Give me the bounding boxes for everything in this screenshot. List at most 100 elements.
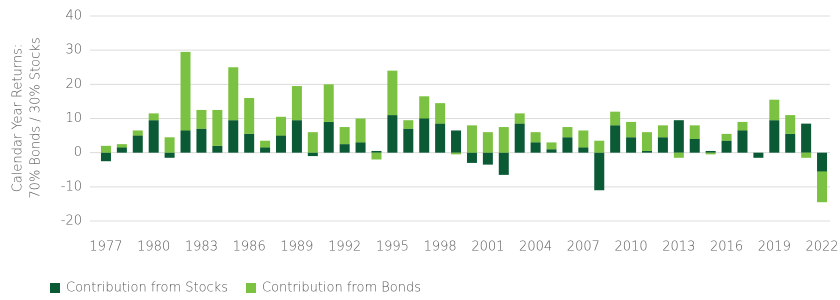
x-tick-label: 1998: [424, 240, 457, 255]
bar-segment: [642, 150, 652, 153]
bar-segment: [403, 128, 414, 153]
bar-segment: [514, 113, 525, 124]
x-tick-label: 1980: [137, 240, 170, 255]
bar-segment: [339, 127, 350, 145]
y-axis-label: 70% Bonds / 30% Stocks: [29, 37, 44, 198]
bar-segment: [212, 109, 223, 146]
bar-segment: [180, 130, 191, 153]
bar-segment: [116, 147, 127, 153]
bar-segment: [657, 125, 668, 138]
bar-segment: [530, 132, 541, 143]
bar-segment: [498, 127, 509, 153]
y-tick-label: 10: [65, 111, 82, 126]
bar-segment: [435, 103, 446, 124]
y-tick-label: 30: [65, 43, 82, 58]
bar-segment: [546, 149, 557, 153]
bar-segment: [355, 118, 366, 143]
bar-segment: [610, 125, 621, 153]
bar-segment: [785, 133, 796, 153]
x-tick-label: 1989: [280, 240, 313, 255]
bar-segment: [705, 152, 716, 155]
bar-segment: [801, 152, 812, 158]
bar-segment: [562, 127, 573, 138]
bar-segment: [466, 152, 477, 163]
bar-segment: [562, 137, 573, 153]
bar-segment: [403, 120, 414, 129]
bar-segment: [530, 142, 541, 153]
bar-segment: [753, 152, 764, 158]
bar-segment: [100, 145, 111, 153]
bar-segment: [148, 113, 159, 121]
bar-segment: [196, 128, 207, 153]
bar-segment: [642, 132, 652, 151]
bar-segment: [419, 96, 430, 119]
x-tick-label: 2001: [471, 240, 504, 255]
bar-segment: [419, 118, 430, 153]
bar-segment: [355, 142, 366, 153]
bar-segment: [705, 150, 716, 153]
bar-segment: [180, 51, 191, 131]
bar-segment: [387, 70, 398, 116]
bar-segment: [817, 152, 828, 172]
y-tick-label: -10: [61, 179, 82, 194]
bar-segment: [451, 152, 462, 155]
x-tick-label: 1986: [233, 240, 266, 255]
bar-segment: [307, 152, 318, 157]
bar-segment: [578, 130, 589, 148]
bar-segment: [307, 132, 318, 153]
bar-segment: [244, 98, 255, 134]
bar-segment: [260, 147, 271, 153]
bar-segment: [578, 147, 589, 153]
bar-segment: [276, 135, 286, 153]
bar-segment: [371, 150, 382, 153]
bar-segment: [323, 121, 334, 153]
bar-segment: [196, 109, 207, 129]
bar-segment: [132, 130, 143, 136]
bar-segment: [228, 67, 239, 121]
bar-segment: [626, 121, 637, 138]
bar-segment: [785, 115, 796, 134]
bar-segment: [339, 144, 350, 153]
bar-segment: [546, 142, 557, 150]
bar-segment: [212, 145, 223, 153]
bar-segment: [260, 140, 271, 148]
bar-segment: [276, 116, 286, 136]
bar-segment: [482, 152, 493, 165]
x-tick-label: 2019: [758, 240, 791, 255]
bar-segment: [673, 120, 684, 153]
bar-segment: [291, 120, 302, 153]
legend-swatch: [246, 283, 256, 293]
bar-segment: [132, 135, 143, 153]
legend-swatch: [50, 283, 60, 293]
legend-label: Contribution from Bonds: [262, 281, 421, 296]
bar-segment: [116, 144, 127, 148]
bar-segment: [498, 152, 509, 175]
x-tick-label: 2004: [519, 240, 552, 255]
y-tick-label: 40: [65, 9, 82, 24]
bar-segment: [657, 137, 668, 153]
bar-segment: [323, 84, 334, 122]
bar-segment: [721, 133, 732, 141]
bar-segment: [721, 140, 732, 153]
bar-segment: [435, 123, 446, 153]
x-tick-label: 1977: [89, 240, 122, 255]
x-tick-label: 2010: [615, 240, 648, 255]
x-tick-label: 2022: [805, 240, 838, 255]
x-tick-label: 2013: [662, 240, 695, 255]
bar-segment: [482, 132, 493, 153]
bar-segment: [817, 171, 828, 203]
bar-segment: [769, 99, 780, 121]
x-tick-label: 2007: [567, 240, 600, 255]
y-tick-label: 20: [65, 77, 82, 92]
y-tick-label: -20: [61, 214, 82, 229]
bar-segment: [514, 123, 525, 153]
bar-segment: [148, 120, 159, 153]
legend-label: Contribution from Stocks: [66, 281, 228, 296]
x-tick-label: 1983: [185, 240, 218, 255]
bar-segment: [689, 139, 700, 153]
bar-segment: [244, 133, 255, 153]
x-tick-label: 2016: [710, 240, 743, 255]
bar-segment: [769, 120, 780, 153]
x-tick-label: 1992: [328, 240, 361, 255]
